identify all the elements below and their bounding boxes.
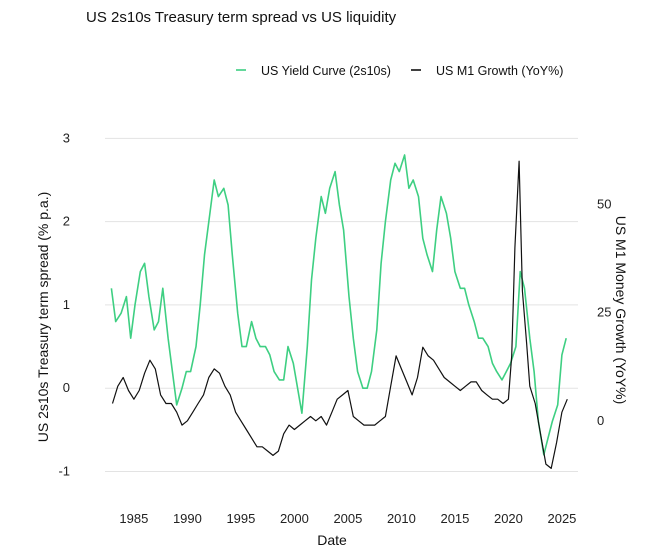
- y-right-tick-label: 0: [597, 413, 604, 428]
- y-right-tick-label: 25: [597, 305, 611, 320]
- y-axis-right-label: US M1 Money Growth (YoY%): [613, 216, 629, 405]
- x-tick-label: 1990: [173, 511, 202, 526]
- legend-label-m1-growth: US M1 Growth (YoY%): [436, 64, 563, 78]
- x-tick-label: 2025: [547, 511, 576, 526]
- y-axis-left-label: US 2s10s Treasury term spread (% p.a.): [35, 192, 51, 443]
- y-left-tick-label: 1: [63, 297, 70, 312]
- x-tick-label: 2005: [333, 511, 362, 526]
- y-left-tick-label: 2: [63, 214, 70, 229]
- x-tick-label: 2015: [440, 511, 469, 526]
- y-right-tick-label: 50: [597, 196, 611, 211]
- x-tick-label: 2010: [387, 511, 416, 526]
- y-left-tick-label: 0: [63, 380, 70, 395]
- y-left-tick-label: 3: [63, 130, 70, 145]
- gridlines: [105, 137, 578, 473]
- x-tick-label: 1995: [226, 511, 255, 526]
- chart-title: US 2s10s Treasury term spread vs US liqu…: [86, 9, 397, 26]
- x-tick-label: 1985: [119, 511, 148, 526]
- legend: US Yield Curve (2s10s) US M1 Growth (YoY…: [236, 64, 563, 78]
- series-line-m1-growth: [111, 160, 568, 469]
- legend-label-yield-curve: US Yield Curve (2s10s): [261, 64, 391, 78]
- right-axis-ticks: 0 25 50: [597, 196, 611, 427]
- x-tick-label: 2020: [494, 511, 523, 526]
- left-axis-ticks: -1 0 1 2 3: [58, 130, 70, 478]
- x-tick-label: 2000: [280, 511, 309, 526]
- series-lines: [110, 154, 568, 469]
- x-axis-label: Date: [317, 532, 347, 548]
- x-axis-ticks: 1985 1990 1995 2000 2005 2010 2015 2020 2025: [119, 511, 576, 526]
- y-left-tick-label: -1: [58, 464, 70, 479]
- series-line-yield-curve: [110, 154, 567, 456]
